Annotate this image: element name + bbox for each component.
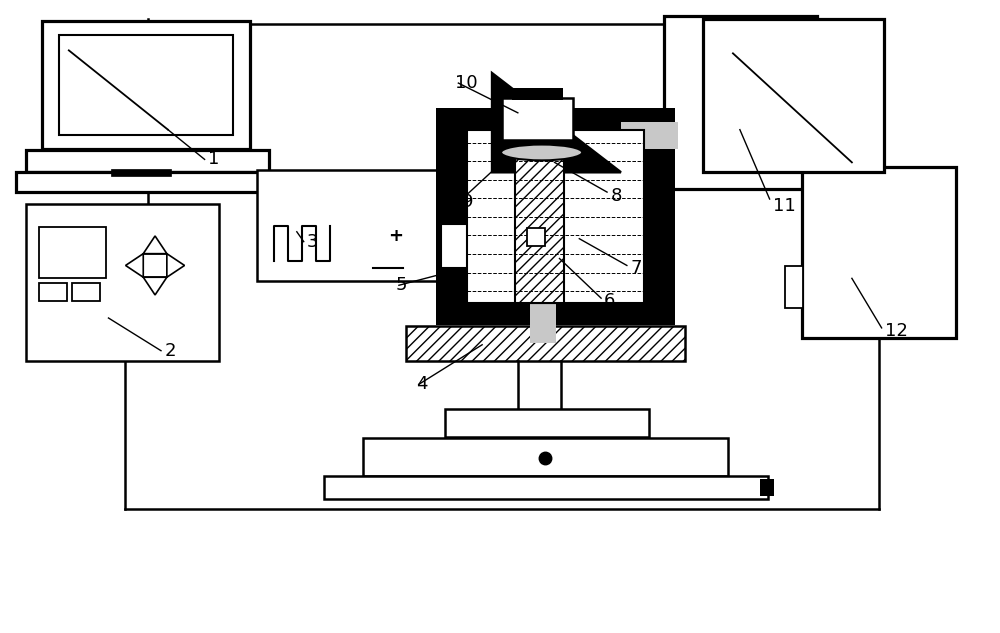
Text: +: + xyxy=(388,227,403,245)
Bar xyxy=(16,172,279,192)
Bar xyxy=(324,475,768,499)
Bar xyxy=(621,122,678,149)
Bar xyxy=(257,170,441,281)
Bar xyxy=(802,167,956,338)
Text: 4: 4 xyxy=(416,375,427,393)
Bar xyxy=(26,151,269,172)
Text: 7: 7 xyxy=(631,260,642,277)
Bar xyxy=(515,149,564,303)
Bar xyxy=(436,108,675,130)
Bar xyxy=(785,266,803,308)
Bar xyxy=(26,204,219,361)
Text: 1: 1 xyxy=(208,151,219,168)
Text: 12: 12 xyxy=(885,322,907,340)
Bar xyxy=(703,18,884,172)
Text: 11: 11 xyxy=(773,197,795,215)
Bar xyxy=(445,409,649,437)
Polygon shape xyxy=(126,254,143,277)
Bar xyxy=(441,224,500,268)
Polygon shape xyxy=(167,254,185,277)
Bar xyxy=(436,122,467,325)
Polygon shape xyxy=(143,277,167,295)
Text: 6: 6 xyxy=(604,292,615,310)
Bar xyxy=(512,88,563,100)
Bar xyxy=(760,479,774,496)
Bar xyxy=(72,284,100,301)
Polygon shape xyxy=(492,73,621,172)
Bar xyxy=(143,254,167,277)
Bar xyxy=(527,228,545,246)
Bar xyxy=(664,16,817,189)
Bar xyxy=(530,149,556,342)
Bar xyxy=(467,130,644,303)
Text: 10: 10 xyxy=(455,74,478,92)
Text: 8: 8 xyxy=(611,187,622,205)
Bar xyxy=(39,227,106,279)
Bar xyxy=(59,35,233,135)
Bar xyxy=(502,98,573,139)
Bar xyxy=(39,284,67,301)
Ellipse shape xyxy=(501,144,582,160)
Text: 3: 3 xyxy=(307,233,318,251)
Polygon shape xyxy=(143,236,167,254)
Bar xyxy=(363,438,728,475)
Bar xyxy=(436,303,675,325)
Text: 2: 2 xyxy=(165,342,176,360)
Bar xyxy=(111,169,171,176)
Text: 5: 5 xyxy=(396,276,407,294)
Text: 9: 9 xyxy=(462,193,474,211)
Bar xyxy=(406,326,685,361)
Bar xyxy=(644,122,675,325)
Bar xyxy=(42,21,250,149)
